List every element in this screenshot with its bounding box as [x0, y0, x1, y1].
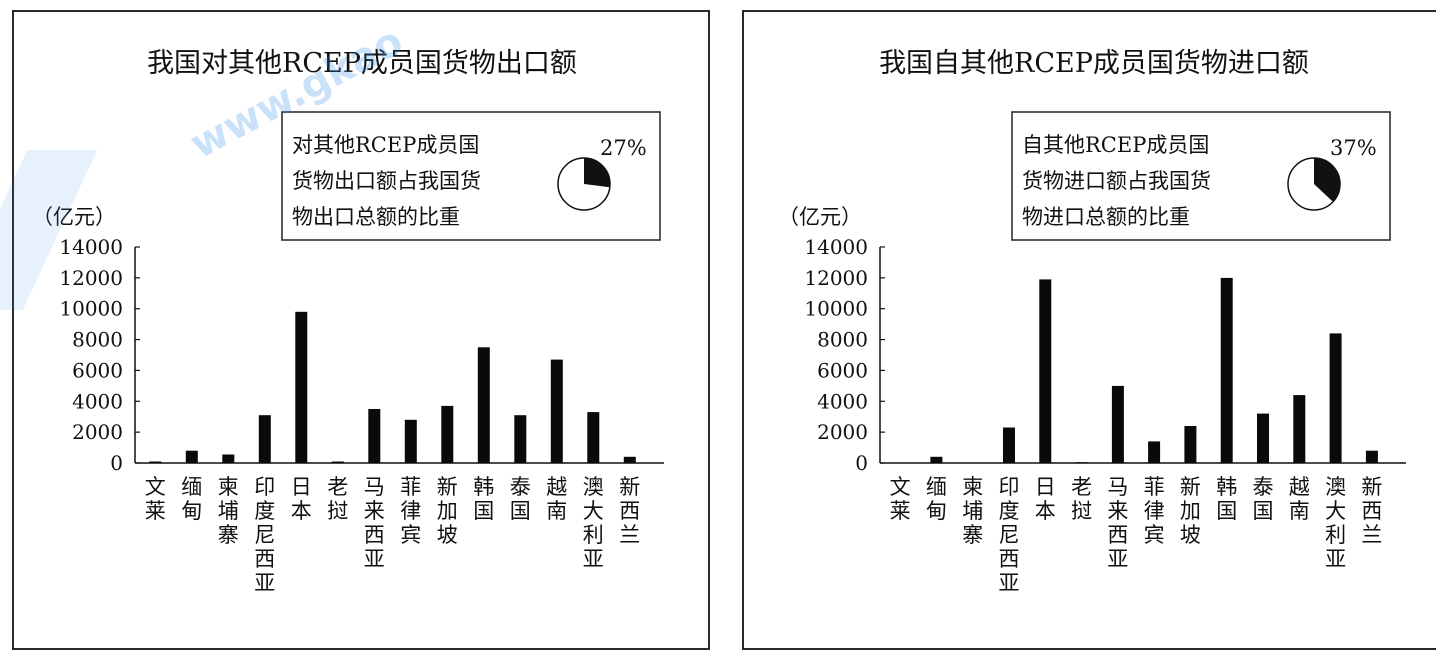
bar	[1075, 462, 1088, 463]
x-tick-label: 印度尼西亚	[999, 475, 1020, 595]
inset-box	[1011, 111, 1391, 241]
x-tick-label: 越南	[1289, 475, 1310, 523]
x-tick-label: 澳大利亚	[583, 475, 604, 571]
y-tick-label: 4000	[72, 389, 123, 413]
bar	[1184, 426, 1197, 463]
pie-slice-share	[1314, 158, 1340, 202]
bar	[550, 359, 563, 463]
x-tick-label: 老挝	[327, 475, 348, 523]
y-tick-label: 14000	[804, 235, 868, 259]
bar	[404, 419, 417, 463]
pie-slice-share	[584, 158, 610, 188]
x-tick-label: 越南	[546, 475, 567, 523]
bar	[587, 412, 600, 463]
y-tick-label: 0	[855, 451, 868, 475]
inset-text-line: 物进口总额的比重	[1022, 205, 1190, 229]
y-tick-label: 2000	[817, 420, 868, 444]
y-tick-label: 2000	[72, 420, 123, 444]
x-tick-label: 菲律宾	[400, 475, 421, 547]
x-tick-label: 马来西亚	[1107, 475, 1128, 571]
bar	[1257, 413, 1269, 463]
x-tick-label: 日本	[291, 475, 312, 523]
x-tick-label: 缅甸	[926, 475, 947, 523]
x-tick-label: 新西兰	[1361, 475, 1382, 547]
y-tick-label: 6000	[72, 358, 123, 382]
x-tick-label: 印度尼西亚	[254, 475, 275, 595]
bar	[149, 461, 162, 463]
import-chart: 我国自其他RCEP成员国货物进口额自其他RCEP成员国货物进口额占我国货物进口总…	[778, 48, 1406, 595]
inset-percent-label: 27%	[600, 136, 647, 160]
x-tick-label: 新加坡	[1180, 475, 1201, 547]
bar	[1293, 395, 1306, 463]
y-tick-label: 6000	[817, 358, 868, 382]
bar	[1148, 441, 1161, 463]
y-tick-label: 0	[110, 451, 123, 475]
bar	[441, 405, 454, 463]
inset-box	[281, 111, 661, 241]
inset-percent-label: 37%	[1330, 136, 1377, 160]
bar	[1111, 385, 1124, 463]
x-tick-label: 泰国	[1253, 475, 1274, 523]
bar	[930, 456, 943, 463]
export-chart-panel: 我国对其他RCEP成员国货物出口额对其他RCEP成员国 货物出口额占我国货 物出口总…	[12, 10, 710, 650]
bar	[514, 415, 527, 463]
y-axis-unit-label: （亿元）	[32, 205, 116, 229]
bar	[295, 311, 308, 463]
bar	[222, 454, 235, 463]
x-tick-label: 柬埔寨	[962, 475, 983, 547]
x-tick-label: 韩国	[1216, 475, 1237, 523]
x-tick-label: 柬埔寨	[218, 475, 239, 547]
inset-text-line: 货物出口额占我国货	[292, 169, 481, 193]
inset-text-line: 物出口总额的比重	[292, 205, 460, 229]
y-tick-label: 10000	[59, 297, 123, 321]
import-chart-panel: 我国自其他RCEP成员国货物进口额自其他RCEP成员国 货物进口额占我国货 物进口总…	[742, 10, 1436, 650]
y-tick-label: 4000	[817, 389, 868, 413]
bar	[1220, 277, 1233, 463]
bar	[258, 415, 271, 463]
bar	[368, 409, 381, 463]
x-tick-label: 韩国	[473, 475, 494, 523]
y-tick-label: 8000	[817, 328, 868, 352]
chart-title: 我国对其他RCEP成员国货物出口额	[147, 48, 577, 79]
x-tick-label: 马来西亚	[364, 475, 385, 571]
bar	[331, 461, 344, 463]
inset-text-line: 自其他RCEP成员国	[1022, 133, 1209, 157]
x-tick-label: 日本	[1035, 475, 1056, 523]
x-tick-label: 文莱	[145, 475, 166, 523]
inset-text-line: 货物进口额占我国货	[1022, 169, 1211, 193]
y-tick-label: 12000	[59, 266, 123, 290]
x-tick-label: 菲律宾	[1144, 475, 1165, 547]
y-tick-label: 8000	[72, 328, 123, 352]
export-chart: 我国对其他RCEP成员国货物出口额对其他RCEP成员国货物出口额占我国货物出口总…	[32, 48, 664, 595]
x-tick-label: 新加坡	[437, 475, 458, 547]
bar	[1003, 427, 1015, 463]
y-tick-label: 10000	[804, 297, 868, 321]
bar	[1039, 279, 1052, 463]
bar	[1329, 333, 1342, 463]
chart-title: 我国自其他RCEP成员国货物进口额	[879, 48, 1309, 79]
x-tick-label: 澳大利亚	[1325, 475, 1346, 571]
inset-text-line: 对其他RCEP成员国	[292, 133, 479, 157]
bar	[477, 347, 490, 463]
x-tick-label: 文莱	[890, 475, 911, 523]
x-tick-label: 新西兰	[619, 475, 640, 547]
x-tick-label: 缅甸	[181, 475, 202, 523]
bar	[623, 456, 636, 463]
bar	[185, 450, 198, 463]
y-axis-unit-label: （亿元）	[778, 205, 862, 229]
x-tick-label: 泰国	[510, 475, 531, 523]
bar	[1365, 450, 1378, 463]
y-tick-label: 12000	[804, 266, 868, 290]
y-tick-label: 14000	[59, 235, 123, 259]
x-tick-label: 老挝	[1071, 475, 1092, 523]
